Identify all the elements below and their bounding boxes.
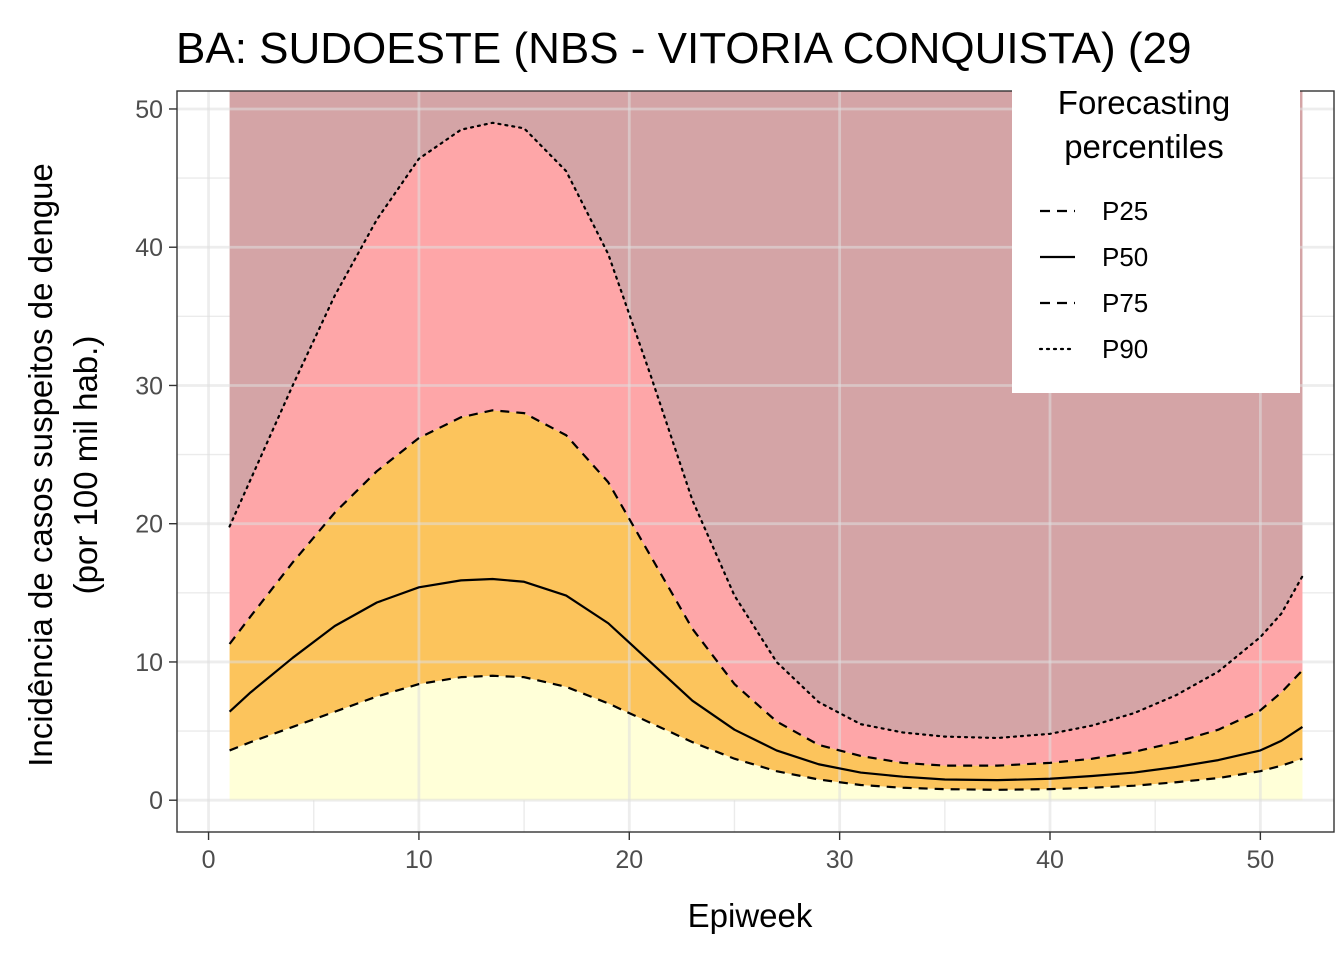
y-tick-label: 10 <box>135 649 163 677</box>
y-axis-title-line-2: (por 100 mil hab.) <box>67 336 104 595</box>
chart-title: BA: SUDOESTE (NBS - VITORIA CONQUISTA) (… <box>176 24 1191 73</box>
x-tick-label: 50 <box>1246 846 1274 874</box>
legend-label-p50: P50 <box>1102 242 1148 272</box>
x-tick-label: 30 <box>826 846 854 874</box>
x-axis-title: Epiweek <box>688 897 813 934</box>
x-tick-label: 10 <box>405 846 433 874</box>
x-tick-label: 40 <box>1036 846 1064 874</box>
band-below-p25 <box>229 675 1303 801</box>
legend-title-line-1: Forecasting <box>1058 84 1230 121</box>
y-axis: 0 10 20 30 40 50 <box>135 96 177 815</box>
x-tick-label: 20 <box>615 846 643 874</box>
y-tick-label: 20 <box>135 511 163 539</box>
line-p75 <box>228 409 1304 767</box>
line-p90 <box>228 121 1304 740</box>
legend-entries: P25 P50 P75 P90 <box>1038 196 1148 364</box>
y-tick-label: 40 <box>135 234 163 262</box>
legend: Forecasting percentiles P25 P50 P75 P90 <box>1012 79 1300 393</box>
legend-label-p75: P75 <box>1102 288 1148 318</box>
band-p25-p75 <box>229 410 1303 790</box>
legend-label-p25: P25 <box>1102 196 1148 226</box>
y-tick-label: 30 <box>135 372 163 400</box>
y-tick-label: 0 <box>149 787 163 815</box>
legend-label-p90: P90 <box>1102 334 1148 364</box>
line-p25 <box>229 674 1303 791</box>
line-p50 <box>228 577 1304 782</box>
x-tick-label: 0 <box>202 846 216 874</box>
percentile-lines <box>228 121 1304 791</box>
y-axis-title-line-1: Incidência de casos suspeitos de dengue <box>22 163 59 767</box>
x-axis: 0 10 20 30 40 50 <box>202 832 1274 874</box>
panel-border <box>176 90 1335 833</box>
legend-title-line-2: percentiles <box>1064 128 1224 165</box>
band-p75-p90 <box>229 122 1303 766</box>
y-tick-label: 50 <box>135 96 163 124</box>
legend-background <box>1012 79 1300 393</box>
